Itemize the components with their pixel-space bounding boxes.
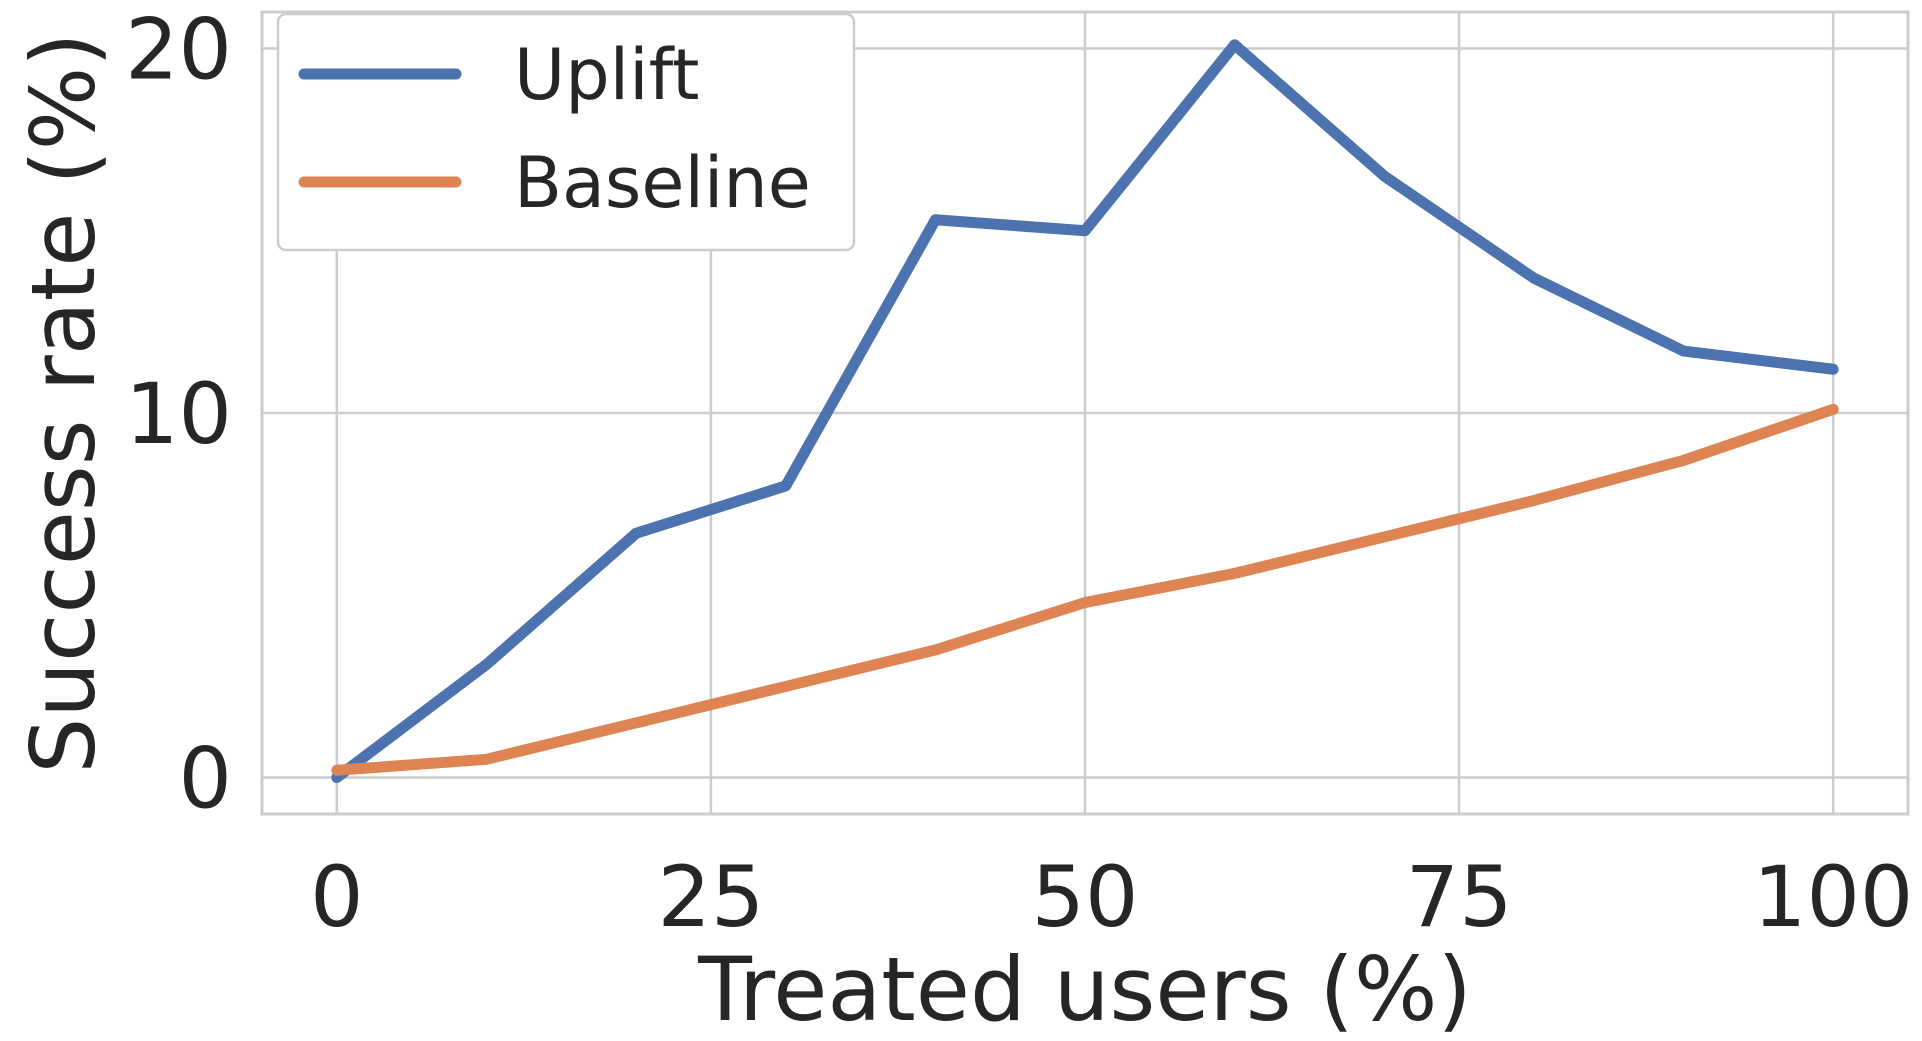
- x-tick-label: 75: [1406, 848, 1513, 946]
- legend-label: Baseline: [514, 142, 811, 224]
- y-tick-label: 10: [125, 365, 232, 463]
- series-lines: [331, 39, 1839, 784]
- x-tick-label: 50: [1032, 848, 1139, 946]
- series-line-baseline: [331, 403, 1839, 776]
- series-line-uplift: [331, 39, 1839, 784]
- x-axis-title: Treated users (%): [697, 938, 1472, 1036]
- plot-frame: [260, 10, 1910, 816]
- tick-labels: 0 25 50 75 100 0 10 20: [125, 0, 1913, 946]
- legend-label: Uplift: [514, 34, 699, 116]
- y-tick-label: 0: [179, 730, 232, 828]
- x-tick-label: 0: [310, 848, 363, 946]
- x-tick-label: 100: [1753, 848, 1913, 946]
- x-tick-label: 25: [657, 848, 764, 946]
- y-tick-label: 20: [125, 0, 232, 98]
- legend: Uplift Baseline: [276, 12, 856, 252]
- y-axis-title: Success rate (%): [12, 32, 115, 773]
